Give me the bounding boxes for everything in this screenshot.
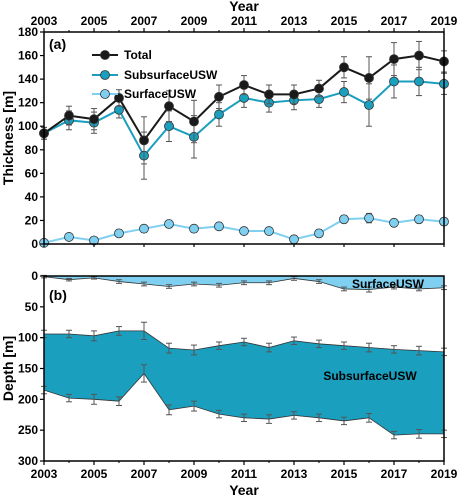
y-tick-label: 100 [18, 331, 38, 345]
y-tick-label: 20 [25, 213, 39, 227]
legend-marker-subsurface [100, 70, 110, 80]
data-point-total [114, 93, 124, 103]
data-point-surface [414, 214, 424, 225]
x-tick-label: 2011 [231, 467, 257, 481]
data-point-surface [214, 221, 224, 232]
data-point-surface [139, 223, 149, 234]
data-point-subsurface [214, 109, 224, 120]
x-tick-label: 2019 [431, 467, 458, 481]
y-tick-label: 60 [25, 166, 39, 180]
data-point-total [339, 62, 349, 73]
legend-marker-total [100, 50, 110, 60]
data-point-total [364, 73, 374, 83]
data-point-surface [114, 228, 124, 239]
y-axis-title: Depth [m] [0, 336, 16, 401]
panel-label: (a) [49, 36, 66, 52]
y-tick-label: 80 [25, 143, 39, 157]
data-point-total [239, 80, 249, 90]
data-point-total [289, 89, 299, 100]
legend-marker-surface [100, 89, 110, 99]
x-tick-label: 2013 [281, 14, 308, 28]
y-tick-label: 50 [25, 300, 39, 314]
x-tick-label: 2011 [231, 14, 257, 28]
x-axis-title: Year [229, 482, 259, 498]
y-tick-label: 0 [31, 237, 38, 251]
data-point-subsurface [364, 100, 374, 110]
data-point-total [139, 135, 149, 146]
y-tick-label: 100 [18, 119, 38, 133]
x-tick-label: 2005 [81, 14, 108, 28]
y-tick-label: 150 [18, 362, 38, 376]
area-label-surface: SurfaceUSW [352, 277, 425, 291]
y-axis-title: Thickness [m] [0, 91, 16, 185]
plot-frame [43, 31, 445, 245]
x-tick-label: 2009 [181, 14, 208, 28]
data-point-subsurface [339, 87, 349, 97]
x-tick-label: 2015 [331, 14, 358, 28]
data-point-surface [239, 226, 249, 236]
data-point-total [264, 89, 274, 100]
y-tick-label: 140 [18, 72, 38, 86]
data-point-total [214, 91, 224, 102]
x-tick-label: 2015 [331, 467, 358, 481]
x-tick-label: 2009 [181, 467, 208, 481]
x-tick-label: 2017 [381, 14, 408, 28]
x-tick-label: 2019 [431, 14, 458, 28]
data-point-surface [364, 213, 374, 223]
y-tick-label: 0 [31, 269, 38, 283]
panel-label: (b) [49, 287, 67, 303]
x-tick-label: 2007 [131, 467, 158, 481]
x-tick-label: 2007 [131, 14, 158, 28]
data-point-total [89, 114, 99, 125]
data-point-surface [64, 232, 74, 242]
x-axis-title-top: Year [229, 0, 259, 14]
y-tick-label: 200 [18, 392, 38, 406]
y-tick-label: 40 [25, 190, 39, 204]
data-point-subsurface [164, 121, 174, 132]
data-point-surface [164, 219, 174, 229]
data-point-total [414, 50, 424, 61]
data-point-surface [389, 217, 399, 228]
data-point-total [189, 116, 199, 127]
data-point-subsurface [414, 76, 424, 87]
x-tick-label: 2017 [381, 467, 408, 481]
data-point-surface [289, 234, 299, 245]
data-point-subsurface [389, 76, 399, 87]
data-point-total [389, 54, 399, 64]
data-point-total [64, 110, 74, 121]
y-tick-label: 180 [18, 25, 38, 39]
data-point-surface [189, 223, 199, 234]
area-label-subsurface: SubsurfaceUSW [323, 369, 417, 383]
legend-label-subsurface: SubsurfaceUSW [124, 68, 218, 82]
x-tick-label: 2003 [31, 14, 58, 28]
data-point-surface [264, 226, 274, 236]
legend-label-total: Total [124, 48, 152, 62]
y-tick-label: 160 [18, 49, 38, 63]
y-tick-label: 300 [18, 454, 38, 468]
data-point-total [164, 101, 174, 112]
data-point-surface [314, 228, 324, 239]
data-point-surface [339, 214, 349, 225]
x-tick-label: 2005 [81, 467, 108, 481]
data-point-total [314, 83, 324, 94]
x-tick-label: 2003 [31, 467, 58, 481]
y-tick-label: 120 [18, 96, 38, 110]
legend-label-surface: SurfaceUSW [124, 87, 197, 101]
x-tick-label: 2013 [281, 467, 308, 481]
y-tick-label: 250 [18, 423, 38, 437]
